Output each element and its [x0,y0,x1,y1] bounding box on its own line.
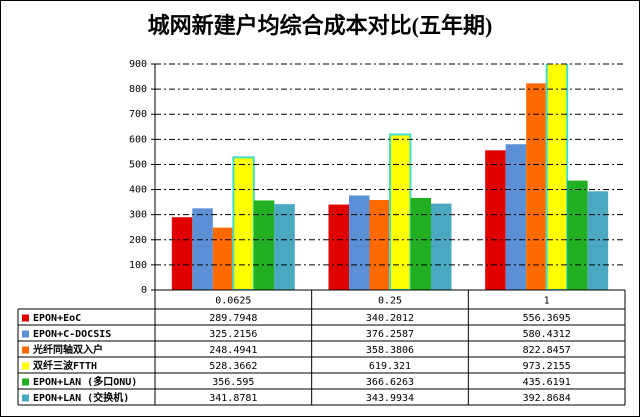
bar [505,144,527,290]
bar [410,197,431,290]
y-tick-label: 800 [129,84,147,95]
table-value: 376.2587 [366,329,414,340]
x-tick-label: 0.0625 [215,296,251,307]
table-value: 435.6191 [523,377,571,388]
bar [274,204,295,290]
table-value: 822.8457 [523,345,571,356]
table-value: 356.595 [212,377,254,388]
table-value: 580.4312 [523,329,571,340]
bar [171,217,193,290]
y-tick-label: 600 [129,134,147,145]
bar [369,200,390,290]
x-tick-label: 0.25 [378,296,402,307]
legend-label: EPON+C-DOCSIS [33,329,111,340]
bar [485,150,506,290]
bar [349,195,370,290]
y-tick-label: 300 [129,210,147,221]
bar [545,64,569,290]
bar [567,180,588,290]
table-value: 248.4941 [209,345,257,356]
y-tick-label: 100 [129,260,147,271]
bar [587,191,609,290]
plot-area [171,64,609,290]
table-value: 392.8684 [523,393,571,404]
table-value: 528.3662 [209,361,257,372]
bar [253,200,275,290]
legend-swatch [22,394,29,402]
table-value: 289.7948 [209,313,257,324]
legend-label: 双纤三波FTTH [33,359,97,372]
legend-swatch [22,346,29,354]
table-value: 366.6263 [366,377,414,388]
legend-swatch [22,330,29,338]
legend-label: 光纤同轴双入户 [32,343,103,356]
table-value: 619.321 [369,361,411,372]
y-tick-label: 400 [129,185,147,196]
legend-swatch [22,362,29,370]
table-value: 358.3806 [366,345,414,356]
legend-label: EPON+LAN (多口ONU) [33,375,137,388]
chart-title: 城网新建户均综合成本对比(五年期) [148,13,493,38]
y-tick-label: 500 [129,159,147,170]
bar [328,204,349,290]
table-value: 325.2156 [209,329,257,340]
bar [212,227,234,290]
legend-swatch [22,314,29,322]
bar [192,208,213,290]
x-tick-label: 1 [544,296,550,307]
bar [526,83,547,290]
legend-label: EPON+EoC [33,313,81,324]
y-tick-label: 200 [129,235,147,246]
y-tick-label: 900 [129,59,147,70]
bar [389,133,412,290]
table-value: 341.8781 [209,393,257,404]
legend-swatch [22,378,29,386]
y-tick-label: 700 [129,109,147,120]
bar [431,203,452,290]
table-value: 556.3695 [523,313,571,324]
table-value: 343.9934 [366,393,414,404]
y-tick-label: 0 [141,285,147,296]
table-value: 973.2155 [523,361,571,372]
legend-label: EPON+LAN (交换机) [33,391,129,404]
table-value: 340.2012 [366,313,414,324]
bar [232,156,255,290]
